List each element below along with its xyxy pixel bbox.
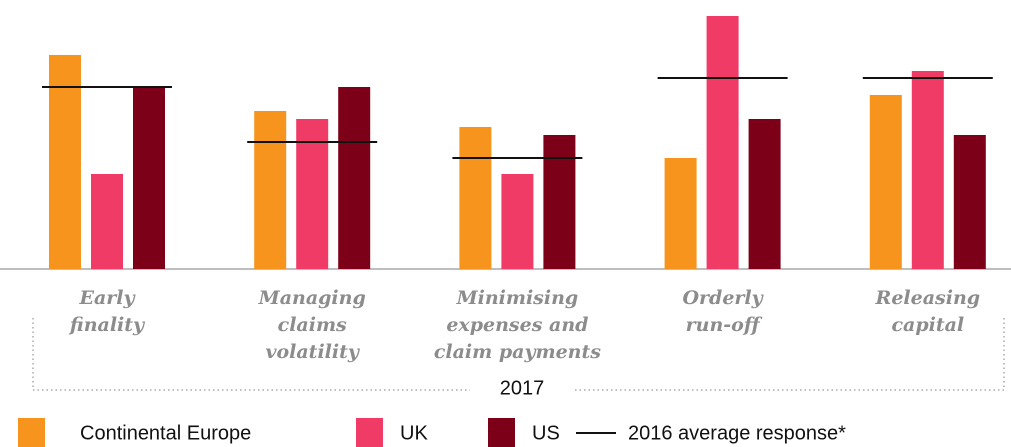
legend-label: Continental Europe: [80, 422, 251, 444]
x-tick-label: claims: [278, 314, 347, 336]
legend-label: US: [532, 422, 560, 444]
x-tick-label: expenses and: [446, 314, 588, 336]
x-tick-label: Minimising: [456, 287, 579, 309]
x-tick-label: claim payments: [434, 341, 601, 363]
bar: [706, 16, 739, 269]
bar: [664, 158, 697, 269]
bracket: [32, 318, 1005, 391]
x-tick-label: Orderly: [682, 287, 764, 309]
bar: [869, 95, 902, 269]
bar: [49, 55, 81, 269]
bar: [543, 135, 576, 269]
x-tick-label: capital: [891, 314, 964, 336]
x-tick-label: volatility: [265, 341, 360, 363]
x-tick-label: Managing: [258, 287, 366, 309]
bar: [748, 119, 781, 269]
x-tick-label: Releasing: [875, 287, 981, 309]
x-tick-label: Early: [78, 287, 136, 309]
x-axis-label: 2017: [500, 377, 545, 399]
bar: [459, 127, 492, 269]
legend-swatch: [356, 418, 383, 447]
bar: [133, 87, 165, 269]
bar: [296, 119, 329, 269]
bar: [254, 111, 287, 269]
bar: [91, 174, 123, 269]
bar: [338, 87, 371, 269]
bar: [953, 135, 986, 269]
legend-swatch: [18, 418, 45, 447]
legend-swatch: [488, 418, 515, 447]
legend-label: 2016 average response*: [628, 422, 846, 444]
legend-label: UK: [400, 422, 428, 444]
bar: [501, 174, 534, 269]
x-tick-label: finality: [68, 314, 146, 336]
bar: [911, 71, 944, 269]
x-tick-label: run-off: [686, 314, 763, 336]
